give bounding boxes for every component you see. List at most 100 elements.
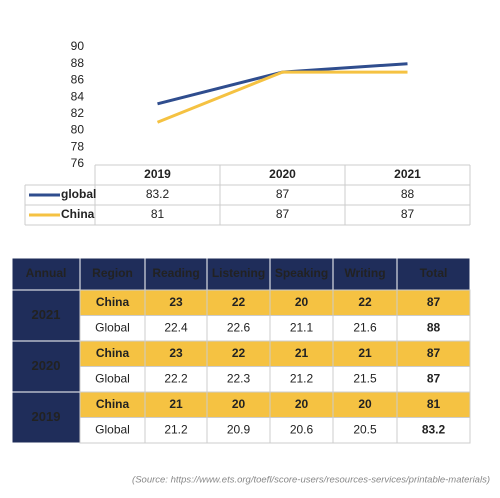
table-cell (332, 289, 398, 316)
table-cell (206, 417, 271, 444)
y-tick-label: 86 (71, 73, 85, 87)
cell-value: 21 (169, 397, 183, 411)
cell-value: 20 (295, 397, 309, 411)
table-cell (269, 289, 334, 316)
x-tick-label: 2021 (394, 167, 421, 181)
header-label: Writing (344, 266, 385, 280)
cell-value: 21.2 (290, 371, 314, 385)
cell-value: 20 (358, 397, 372, 411)
table-cell (144, 366, 208, 393)
cell-value: 21.6 (353, 320, 377, 334)
year-label: 2019 (32, 409, 61, 424)
cell-value: 21.5 (353, 371, 377, 385)
header-label: Total (420, 266, 448, 280)
table-cell (396, 366, 471, 393)
y-tick-label: 90 (71, 39, 85, 53)
cell-value: 87 (427, 346, 441, 360)
cell-value: 22 (358, 295, 372, 309)
cell-value: 21.2 (164, 422, 188, 436)
table-cell (206, 391, 271, 418)
table-cell (396, 315, 471, 342)
table-cell (144, 417, 208, 444)
cell-value: Global (95, 320, 130, 334)
cell-value: Global (95, 371, 130, 385)
cell-value: 21.1 (290, 320, 314, 334)
header-label: Reading (152, 266, 199, 280)
y-tick-label: 88 (71, 56, 85, 70)
y-tick-label: 84 (71, 89, 85, 103)
cell-value: China (96, 397, 130, 411)
table-cell (332, 391, 398, 418)
cell-value: 22 (232, 346, 246, 360)
cell-value: 88 (427, 320, 441, 334)
series-line (156, 70, 408, 124)
legend-label: global (61, 187, 96, 201)
header-cell (79, 257, 146, 291)
table-cell (79, 391, 146, 418)
year-cell (11, 391, 81, 444)
table-cell (79, 289, 146, 316)
year-label: 2020 (32, 358, 61, 373)
header-label: Region (92, 266, 133, 280)
table-cell (269, 417, 334, 444)
cell-value: 81 (427, 397, 441, 411)
y-tick-label: 82 (71, 106, 85, 120)
header-cell (396, 257, 471, 291)
header-cell (332, 257, 398, 291)
table-cell (206, 340, 271, 367)
data-table-value: 81 (151, 207, 165, 221)
cell-value: China (96, 346, 130, 360)
y-tick-label: 78 (71, 139, 85, 153)
y-tick-label: 76 (71, 156, 85, 170)
data-table-value: 87 (276, 187, 290, 201)
cell-value: 20.6 (290, 422, 314, 436)
cell-value: 87 (427, 371, 441, 385)
cell-value: 20 (232, 397, 246, 411)
table-cell (206, 289, 271, 316)
cell-value: 83.2 (422, 422, 446, 436)
series-line (157, 62, 408, 106)
source-note: (Source: https://www.ets.org/toefl/score… (132, 475, 490, 486)
cell-value: 23 (169, 346, 183, 360)
cell-value: 22.2 (164, 371, 188, 385)
cell-value: 20.9 (227, 422, 251, 436)
cell-value: Global (95, 422, 130, 436)
header-label: Annual (26, 266, 67, 280)
cell-value: 20 (295, 295, 309, 309)
y-tick-label: 80 (71, 123, 85, 137)
cell-value: 87 (427, 295, 441, 309)
table-cell (332, 315, 398, 342)
cell-value: 22 (232, 295, 246, 309)
year-cell (11, 340, 81, 393)
cell-value: 23 (169, 295, 183, 309)
table-cell (206, 315, 271, 342)
table-cell (79, 417, 146, 444)
table-cell (144, 340, 208, 367)
header-cell (269, 257, 334, 291)
cell-value: China (96, 295, 130, 309)
table-cell (396, 340, 471, 367)
table-cell (79, 315, 146, 342)
cell-value: 22.4 (164, 320, 188, 334)
data-table-value: 83.2 (146, 187, 170, 201)
year-label: 2021 (32, 307, 61, 322)
header-label: Speaking (275, 266, 328, 280)
data-table-value: 88 (401, 187, 415, 201)
header-label: Listening (212, 266, 265, 280)
table-cell (396, 289, 471, 316)
header-cell (11, 257, 81, 291)
cell-value: 21 (295, 346, 309, 360)
cell-value: 21 (358, 346, 372, 360)
x-tick-label: 2020 (269, 167, 296, 181)
header-cell (206, 257, 271, 291)
cell-value: 22.3 (227, 371, 251, 385)
table-cell (79, 340, 146, 367)
table-cell (396, 417, 471, 444)
table-cell (144, 315, 208, 342)
table-cell (144, 391, 208, 418)
cell-value: 20.5 (353, 422, 377, 436)
x-tick-label: 2019 (144, 167, 171, 181)
data-table-value: 87 (401, 207, 415, 221)
legend-label: China (61, 207, 95, 221)
